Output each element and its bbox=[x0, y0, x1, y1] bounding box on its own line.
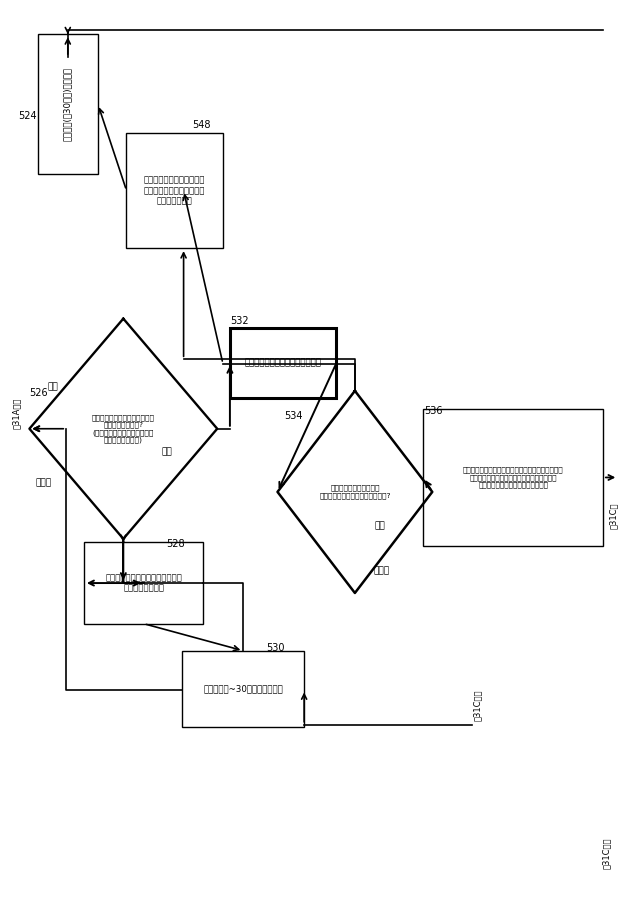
Text: はい: はい bbox=[47, 382, 58, 391]
Text: いいえ: いいえ bbox=[374, 567, 390, 576]
Text: 524: 524 bbox=[19, 111, 37, 121]
Text: 532: 532 bbox=[230, 316, 248, 326]
Text: 図31Cへ: 図31Cへ bbox=[609, 502, 618, 528]
FancyBboxPatch shape bbox=[127, 133, 223, 248]
Text: はい: はい bbox=[374, 522, 385, 530]
Text: いいえ: いいえ bbox=[36, 479, 52, 488]
Text: 一定時間(約30秒間)待機する: 一定時間(約30秒間)待機する bbox=[63, 67, 72, 142]
Text: センサのシリアル番号が
不揮発性メモリの値と一致するか?: センサのシリアル番号が 不揮発性メモリの値と一致するか? bbox=[319, 485, 390, 499]
Text: 526: 526 bbox=[29, 388, 48, 398]
Text: センサのシリアル番号を読み取る: センサのシリアル番号を読み取る bbox=[244, 359, 322, 368]
Text: 528: 528 bbox=[166, 539, 185, 549]
Text: 一定時間（~30秒間）待機する: 一定時間（~30秒間）待機する bbox=[204, 685, 283, 694]
Text: 図31Cから: 図31Cから bbox=[602, 837, 611, 869]
Text: 図31Cから: 図31Cから bbox=[473, 689, 482, 721]
Text: 図31Aから: 図31Aから bbox=[12, 398, 21, 429]
Text: 548: 548 bbox=[192, 120, 211, 130]
Text: 534: 534 bbox=[284, 411, 302, 421]
Text: 530: 530 bbox=[266, 643, 285, 653]
Text: センサが接続されていないことを
ユーザに通知する: センサが接続されていないことを ユーザに通知する bbox=[105, 573, 182, 593]
FancyBboxPatch shape bbox=[424, 409, 603, 546]
Text: バイタルモニタリングセンサが
接続されているか?
(ソフトウェアでセンサからの
通信を受信したか): バイタルモニタリングセンサが 接続されているか? (ソフトウェアでセンサからの … bbox=[92, 414, 155, 443]
Text: バイタルモニタリング機能
へのアクセスができる状態
のまま維持する: バイタルモニタリング機能 へのアクセスができる状態 のまま維持する bbox=[144, 175, 205, 205]
FancyBboxPatch shape bbox=[182, 651, 304, 727]
Text: はい: はい bbox=[161, 448, 172, 457]
FancyBboxPatch shape bbox=[38, 35, 98, 174]
Text: バイタルモニタリングを機能させないようにして、
アクティベーションが必要な新たなセンサが
設置されたことをユーザに通知する: バイタルモニタリングを機能させないようにして、 アクティベーションが必要な新たな… bbox=[463, 467, 563, 489]
FancyBboxPatch shape bbox=[84, 542, 204, 624]
Text: 536: 536 bbox=[425, 406, 443, 416]
FancyBboxPatch shape bbox=[230, 328, 337, 398]
